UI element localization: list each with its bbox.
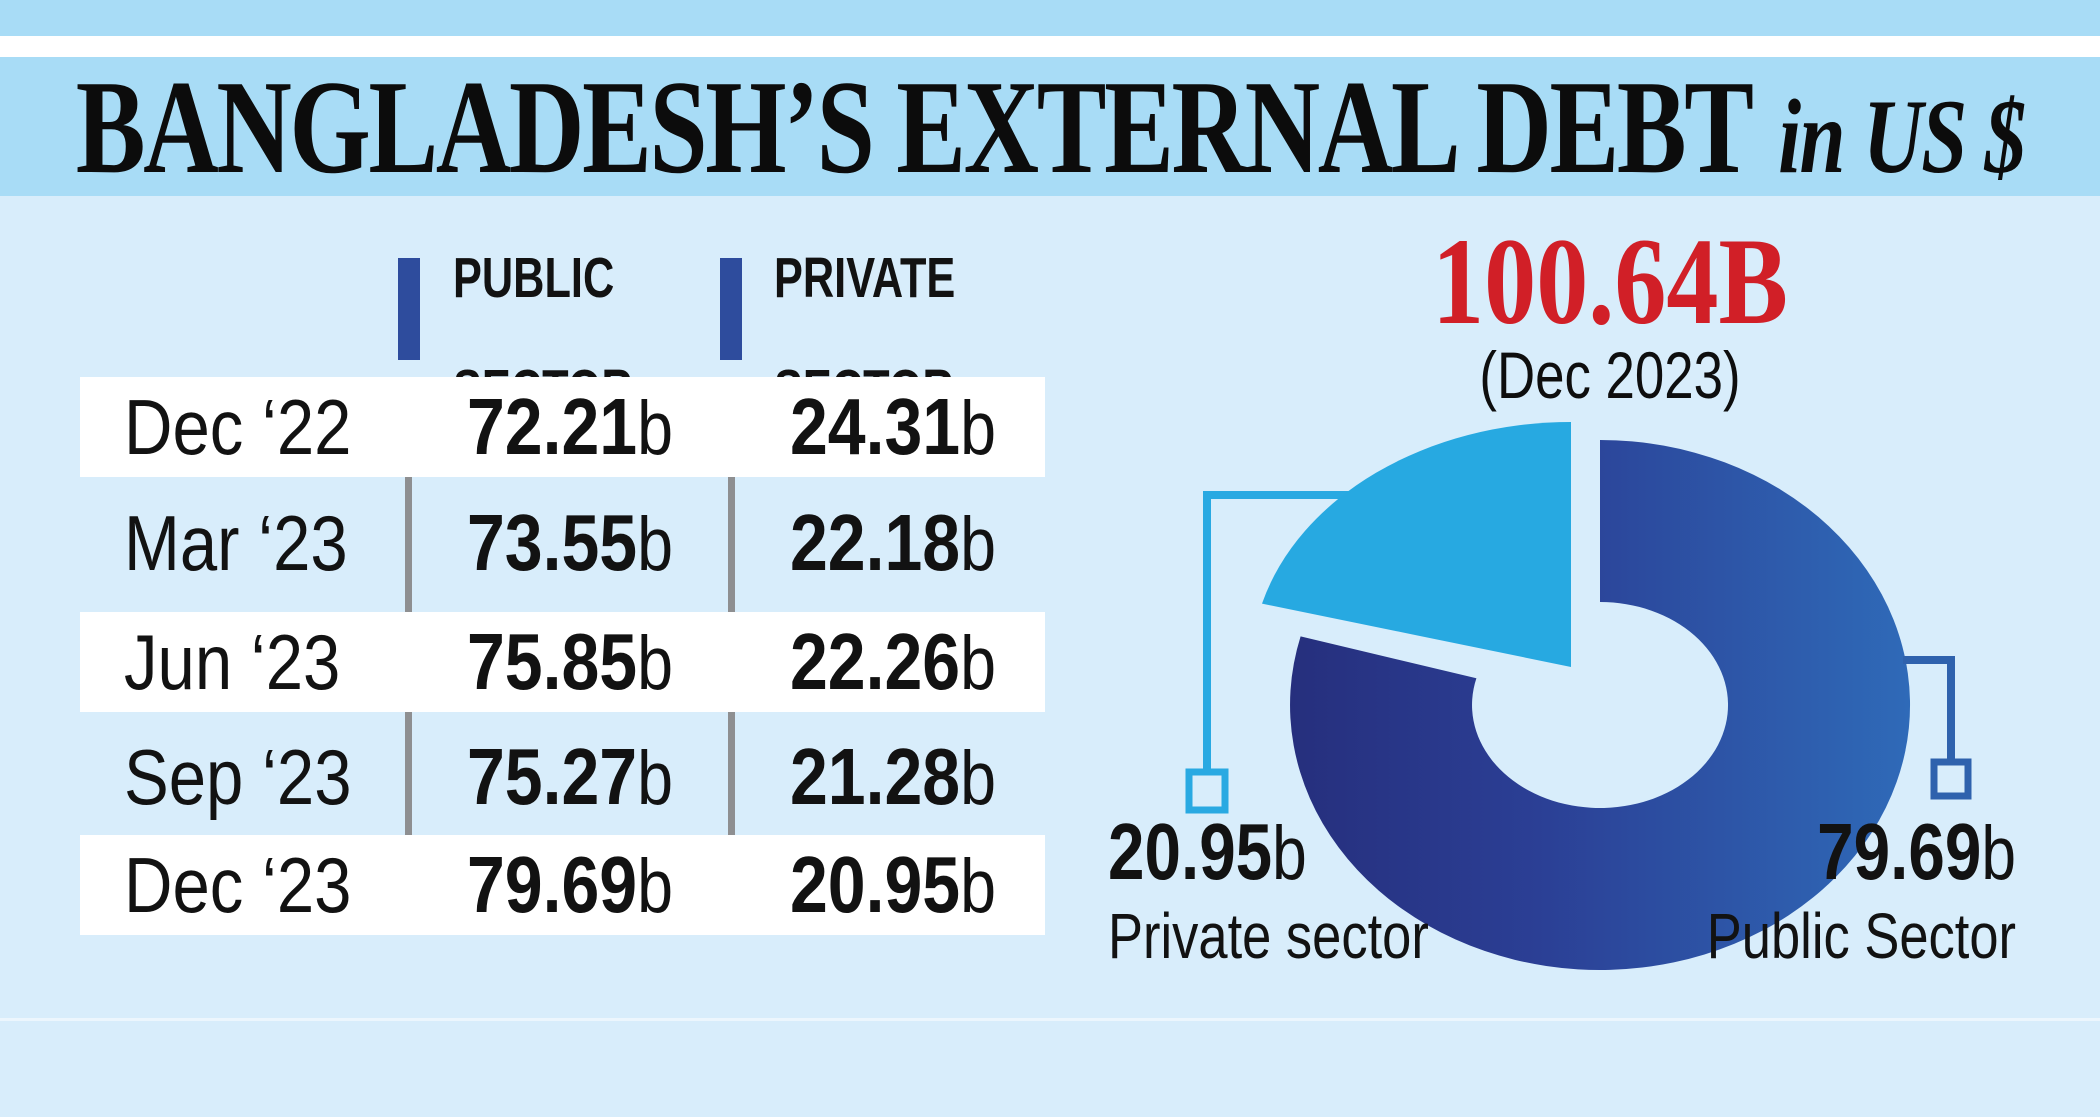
- row-period: Jun ‘23: [124, 618, 341, 706]
- bottom-seam-divider: [0, 1018, 2100, 1021]
- private-sector-value: 20.95b: [1108, 807, 1307, 896]
- private-sector-callout: 20.95b Private sector: [1108, 807, 1499, 972]
- top-accent-band: [0, 0, 2100, 36]
- table-row: Dec ‘22 72.21b 24.31b: [80, 377, 1045, 477]
- row-public-value: 75.27b: [466, 732, 674, 821]
- private-sector-header-bar: [720, 258, 742, 360]
- row-period: Sep ‘23: [124, 733, 352, 821]
- row-private-value: 20.95b: [789, 840, 997, 929]
- public-sector-ring-slice: [1290, 440, 1911, 970]
- title-banner: BANGLADESH’S EXTERNAL DEBT in US $: [0, 53, 2100, 201]
- public-sector-leader-line: [1903, 656, 1955, 762]
- total-debt-value: 100.64B: [1432, 213, 1788, 350]
- private-sector-leader-line: [1203, 491, 1360, 772]
- row-public-value: 73.55b: [466, 498, 674, 587]
- table-row: Jun ‘23 75.85b 22.26b: [80, 612, 1045, 712]
- row-period: Dec ‘22: [124, 383, 352, 471]
- column-header-public-line1: PUBLIC: [453, 246, 615, 310]
- row-private-value: 21.28b: [789, 732, 997, 821]
- row-period: Dec ‘23: [124, 841, 352, 929]
- row-period: Mar ‘23: [124, 499, 348, 587]
- public-sector-label: Public Sector: [1706, 900, 2016, 972]
- total-debt-period: (Dec 2023): [1479, 338, 1741, 412]
- public-sector-marker-icon: [1930, 758, 1972, 800]
- table-row: Sep ‘23 75.27b 21.28b: [80, 727, 1045, 827]
- column-header-private-line1: PRIVATE: [774, 246, 956, 310]
- table-row: Mar ‘23 73.55b 22.18b: [80, 493, 1045, 593]
- donut-total-block: 100.64B (Dec 2023): [1200, 213, 2020, 413]
- private-sector-wedge-slice: [1262, 422, 1571, 667]
- public-sector-callout: 79.69b Public Sector: [1416, 807, 2016, 972]
- page-title-suffix: in US $: [1777, 77, 2026, 195]
- private-sector-label: Private sector: [1108, 900, 1429, 972]
- row-private-value: 22.18b: [789, 498, 997, 587]
- page-title-main: BANGLADESH’S EXTERNAL DEBT: [75, 52, 1754, 201]
- row-public-value: 72.21b: [466, 382, 674, 471]
- public-sector-header-bar: [398, 258, 420, 360]
- row-public-value: 79.69b: [466, 840, 674, 929]
- row-public-value: 75.85b: [466, 617, 674, 706]
- public-sector-value: 79.69b: [1817, 807, 2016, 896]
- top-white-gap: [0, 36, 2100, 57]
- private-sector-marker-icon: [1185, 768, 1229, 814]
- table-row: Dec ‘23 79.69b 20.95b: [80, 835, 1045, 935]
- page-title: BANGLADESH’S EXTERNAL DEBT in US $: [75, 50, 2026, 204]
- row-private-value: 24.31b: [789, 382, 997, 471]
- row-private-value: 22.26b: [789, 617, 997, 706]
